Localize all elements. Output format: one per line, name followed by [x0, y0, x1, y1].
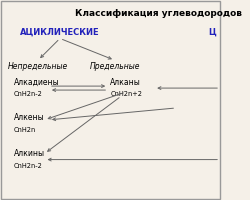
- Text: Классификация углеводородов: Классификация углеводородов: [75, 9, 242, 18]
- Text: Алканы: Алканы: [110, 78, 141, 87]
- Text: Предельные: Предельные: [90, 62, 140, 71]
- Text: Алкадиены: Алкадиены: [14, 78, 60, 87]
- FancyBboxPatch shape: [1, 1, 220, 199]
- Text: CnH2n: CnH2n: [14, 127, 36, 133]
- Text: Непредельные: Непредельные: [8, 62, 68, 71]
- Text: CnH2n-2: CnH2n-2: [14, 163, 43, 169]
- Text: Алкены: Алкены: [14, 113, 44, 122]
- Text: CnH2n-2: CnH2n-2: [14, 91, 43, 97]
- Text: Ц: Ц: [208, 28, 216, 37]
- Text: Алкины: Алкины: [14, 149, 45, 158]
- Text: CnH2n+2: CnH2n+2: [110, 91, 142, 97]
- Text: АЦИКЛИЧЕСКИЕ: АЦИКЛИЧЕСКИЕ: [20, 28, 100, 37]
